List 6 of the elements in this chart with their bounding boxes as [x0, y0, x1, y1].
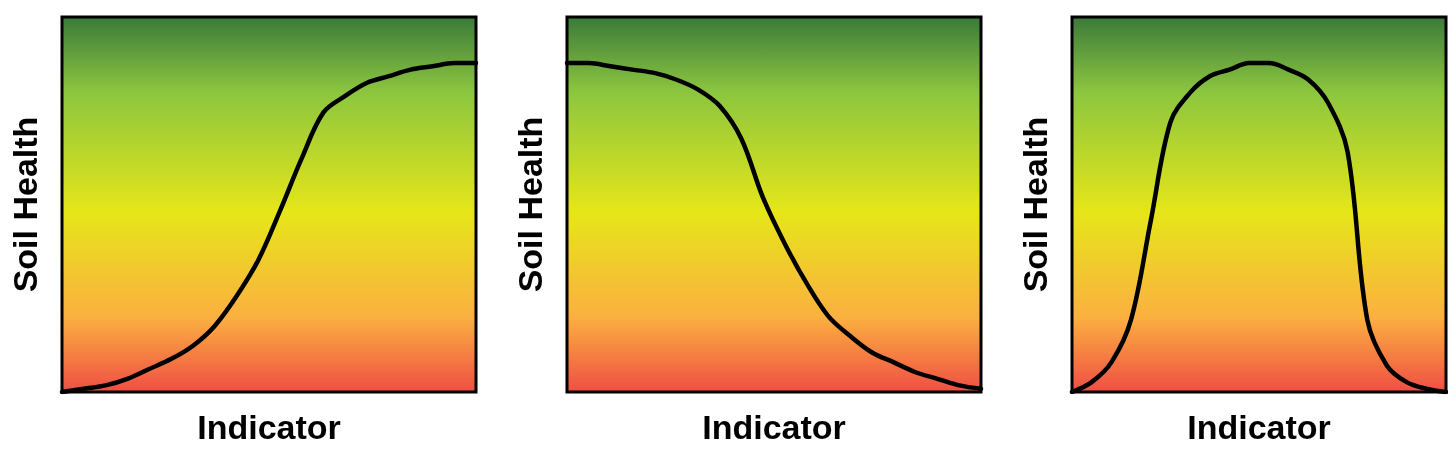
x-axis-title: Indicator: [702, 408, 846, 446]
x-axis-title: Indicator: [1187, 408, 1331, 446]
y-axis-title: Soil Health: [1016, 116, 1054, 293]
y-axis-title: Soil Health: [511, 116, 549, 293]
y-axis-title: Soil Health: [6, 116, 44, 293]
x-axis-title: Indicator: [197, 408, 341, 446]
